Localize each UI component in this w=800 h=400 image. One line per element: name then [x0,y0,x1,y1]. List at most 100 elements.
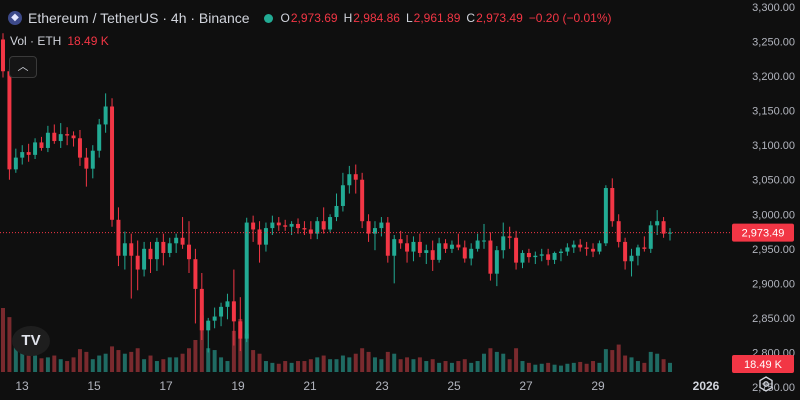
candle-body [591,248,596,252]
candle-body [270,222,275,229]
volume-bar [52,355,57,372]
candle-body [334,205,339,218]
volume-bar [539,363,544,372]
ohlc-open-key: O [280,11,290,25]
candle-body [558,251,563,253]
volume-bar [116,350,121,372]
candle-body [385,222,390,256]
time-tick-label: 29 [591,379,605,393]
chevron-up-icon[interactable]: ︿ [9,56,37,78]
time-tick-label: 2026 [693,379,720,393]
candle-body [578,244,583,248]
ohlc-high: H2,984.86 [344,11,400,25]
candle-body [610,188,615,222]
volume-bar [635,361,640,372]
volume-bar [161,359,166,372]
time-axis[interactable]: 13 15 17 19 21 23 25 27 29 2026 [15,379,719,393]
candle-body [180,237,185,245]
time-tick-label: 25 [447,379,461,393]
volume-bar [276,363,281,372]
volume-bar [257,353,262,372]
symbol-title[interactable]: Ethereum / TetherUS · 4h · Binance [28,10,250,26]
time-tick-label: 19 [231,379,245,393]
gear-icon-outline [759,376,773,392]
time-tick-label: 13 [15,379,29,393]
price-tick-label: 3,000.00 [752,209,795,221]
volume-bar [97,355,102,372]
volume-bar [411,359,416,372]
candle-body [302,228,307,230]
candle-body [122,243,127,256]
candle-body [584,247,589,249]
volume-bar [584,363,589,372]
volume-bar [443,361,448,372]
ohlc-change-value: −0.20 (−0.01%) [528,11,612,25]
candle-body [642,247,647,249]
candle-body [340,185,345,206]
volume-bar [13,340,18,372]
volume-bar [353,353,358,372]
ohlc-change: −0.20 (−0.01%) [529,11,612,25]
candle-body [1,39,5,72]
volume-bar [148,355,153,372]
candle-body [142,248,147,270]
tradingview-logo-icon[interactable]: TV [12,326,50,356]
time-tick-label: 27 [519,379,533,393]
candle-body [668,232,672,234]
volume-bar [610,350,615,372]
ohlc-open-value: 2,973.69 [290,11,338,25]
candle-body [488,240,493,274]
volume-bar [398,359,403,372]
candle-body [71,135,76,139]
volume-bar [20,346,25,372]
volume-bar [501,353,506,372]
volume-bar [103,353,108,372]
ohlc-high-value: 2,984.86 [353,11,400,25]
volume-bar [129,351,134,372]
candle-body [167,243,172,253]
candle-body [90,150,95,169]
candle-body [417,241,422,253]
price-tick-label: 3,300.00 [752,2,795,14]
volume-bar [494,351,499,372]
volume-bar [616,344,621,372]
volume-bar [315,357,320,372]
candle-body [161,241,166,253]
candle-body [199,288,204,331]
candle-body [372,228,377,234]
candle-body [565,247,570,252]
symbol-legend: ◆ Ethereum / TetherUS · 4h · Binance O2,… [8,8,618,28]
gear-icon[interactable] [758,376,774,392]
candle-body [84,157,89,169]
volume-bar [244,333,249,372]
candle-body [26,152,31,155]
axis-badges: 2,973.49 18.49 K [732,223,794,373]
time-tick-label: 15 [87,379,101,393]
volume-bar [360,348,365,372]
volume-bar [623,355,628,372]
candle-body [148,248,153,260]
volume-bar [154,361,159,372]
volume-bar [135,348,140,372]
volume-bar [251,350,256,372]
volume-legend-label[interactable]: Vol · ETH [10,34,62,48]
candle-body [103,106,108,125]
candle-body [629,255,634,262]
volume-bar [45,357,50,372]
candle-body [520,252,525,263]
price-axis[interactable]: 3,300.00 3,250.00 3,200.00 3,150.00 3,100.00… [752,2,795,394]
volume-bar [629,357,634,372]
last-price-badge [732,223,794,242]
volume-bar [385,351,390,372]
volume-bar [462,359,467,372]
ohlc-low-key: L [405,11,413,25]
candle-body [308,229,313,234]
volume-bar [110,346,115,372]
volume-bar [58,359,63,372]
candle-body [315,221,320,234]
volume-bar [558,365,563,372]
price-tick-label: 3,200.00 [752,71,795,83]
volume-bar [514,348,519,372]
